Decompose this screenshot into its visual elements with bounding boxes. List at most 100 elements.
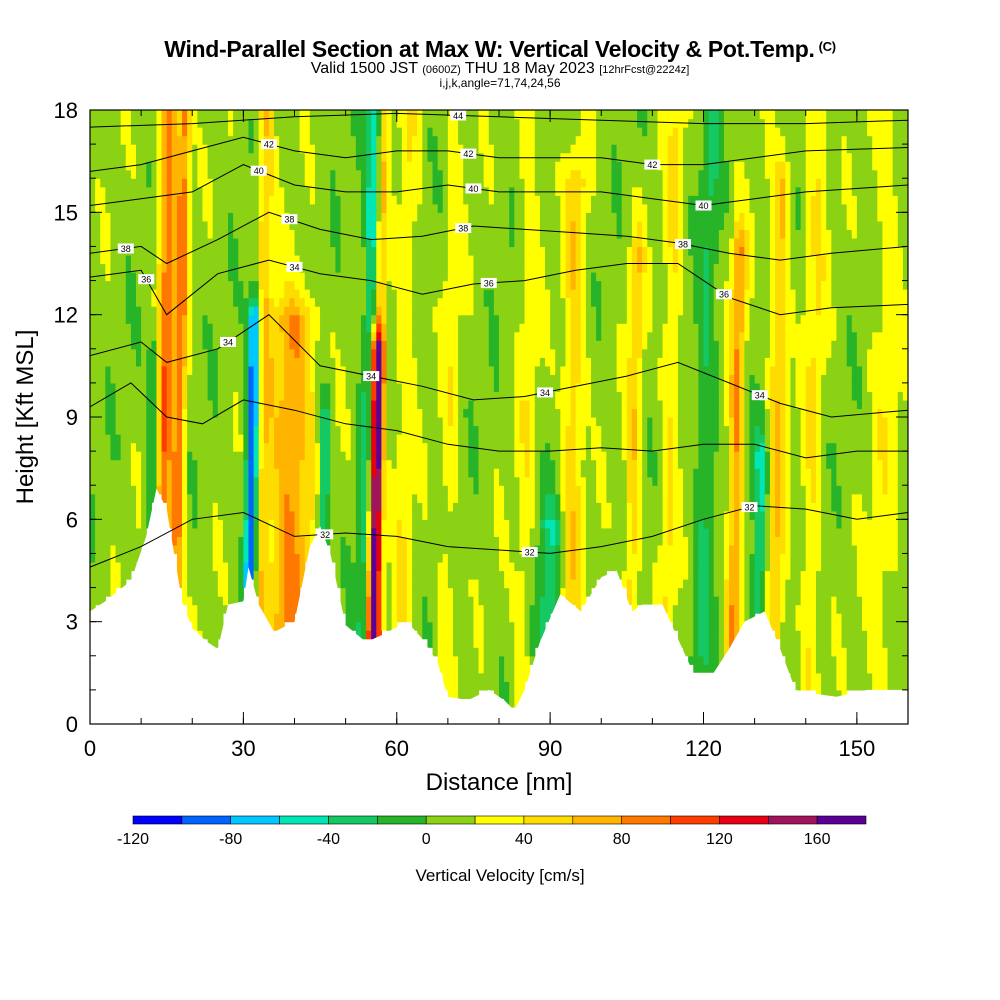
velocity-cell [371,544,377,555]
velocity-cell [468,263,475,273]
velocity-cell [284,544,290,555]
velocity-cell [499,527,505,537]
velocity-cell [197,493,204,503]
velocity-cell [458,527,464,537]
velocity-cell [253,417,260,427]
velocity-cell [422,203,429,213]
velocity-cell [391,417,398,427]
velocity-cell [299,485,306,495]
velocity-cell [452,493,459,503]
velocity-cell [197,212,204,222]
velocity-cell [452,237,459,248]
velocity-cell [299,144,306,154]
velocity-cell [499,570,505,580]
velocity-cell [406,502,413,512]
velocity-cell [207,434,214,444]
velocity-cell [243,323,250,333]
velocity-cell [478,323,485,333]
velocity-cell [222,272,229,282]
velocity-cell [468,451,475,461]
velocity-cell [202,604,209,614]
velocity-cell [350,408,357,418]
velocity-cell [130,331,137,341]
velocity-cell [412,502,418,512]
velocity-cell [447,689,454,700]
velocity-cell [274,348,280,358]
velocity-cell [268,587,275,597]
velocity-cell [284,408,290,418]
velocity-cell [289,510,296,520]
velocity-cell [325,434,331,444]
velocity-cell [141,254,147,265]
velocity-cell [499,280,505,290]
velocity-cell [488,408,495,418]
velocity-cell [156,348,163,358]
velocity-cell [406,127,413,137]
velocity-cell [141,186,147,196]
velocity-cell [509,476,515,486]
velocity-cell [360,237,367,248]
velocity-cell [238,468,244,478]
velocity-cell [463,127,469,137]
velocity-cell [427,331,434,341]
velocity-cell [141,178,147,188]
velocity-cell [417,527,423,537]
velocity-cell [192,587,198,597]
velocity-cell [304,280,311,290]
velocity-cell [217,579,224,589]
velocity-cell [401,212,408,222]
velocity-cell [412,161,418,171]
velocity-cell [442,399,449,410]
velocity-cell [427,638,434,648]
velocity-cell [442,340,449,350]
velocity-cell [401,417,408,427]
velocity-cell [473,135,480,145]
velocity-cell [156,442,163,452]
velocity-cell [243,280,250,290]
velocity-cell [238,408,244,418]
velocity-cell [437,314,444,324]
velocity-cell [483,417,490,427]
velocity-cell [233,561,239,572]
velocity-cell [197,553,204,563]
velocity-cell [192,553,198,563]
velocity-cell [207,144,214,154]
velocity-cell [125,510,132,520]
velocity-cell [171,468,178,478]
velocity-cell [406,263,413,273]
velocity-cell [207,519,214,529]
velocity-cell [396,570,403,580]
velocity-cell [243,510,250,520]
velocity-cell [279,613,285,623]
velocity-cell [350,570,357,580]
velocity-cell [396,297,403,307]
velocity-cell [151,476,158,486]
velocity-cell [468,502,475,512]
velocity-cell [432,442,439,452]
velocity-cell [376,544,383,555]
velocity-cell [371,527,377,537]
velocity-cell [228,382,234,393]
velocity-cell [330,169,336,179]
velocity-cell [452,434,459,444]
velocity-cell [406,510,413,520]
velocity-cell [509,169,515,179]
velocity-cell [473,195,480,205]
velocity-cell [171,485,178,495]
velocity-cell [381,118,388,128]
velocity-cell [417,340,423,350]
velocity-cell [432,374,439,384]
velocity-cell [493,246,500,256]
velocity-cell [412,459,418,469]
velocity-cell [360,169,367,179]
velocity-cell [146,135,152,145]
velocity-cell [504,672,510,682]
velocity-cell [182,399,188,410]
velocity-cell [263,348,270,358]
velocity-cell [350,382,357,393]
velocity-cell [473,110,480,120]
velocity-cell [422,323,429,333]
velocity-cell [335,357,342,367]
velocity-cell [493,459,500,469]
